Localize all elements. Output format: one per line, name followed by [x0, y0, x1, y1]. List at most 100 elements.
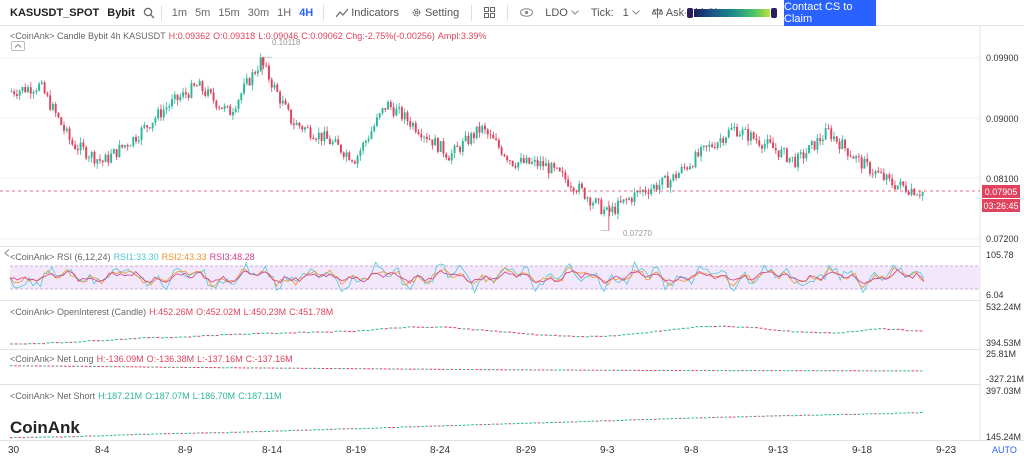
x-axis-tick-label: 8-9 — [178, 445, 193, 456]
slider-handle-left[interactable] — [686, 7, 694, 19]
net-long-bar — [450, 368, 453, 370]
net-short-bar — [217, 432, 221, 434]
candle-body — [209, 89, 212, 93]
net-short-bar — [421, 425, 424, 427]
oi-candle — [704, 326, 708, 328]
net-short-bar — [475, 424, 478, 426]
candle-body — [592, 203, 594, 206]
net-short-bar — [674, 417, 678, 419]
setting-button[interactable]: Setting — [411, 7, 459, 19]
candle-body — [35, 90, 38, 93]
candle-body — [722, 138, 725, 143]
candle-body — [24, 86, 27, 93]
timeframe-1h[interactable]: 1H — [277, 6, 292, 19]
candle-body — [556, 167, 558, 169]
candle-body — [21, 86, 24, 91]
timeframe-5m[interactable]: 5m — [195, 6, 211, 19]
layout-grid-icon[interactable] — [484, 7, 496, 18]
net-long-bar — [670, 369, 674, 371]
net-long-bar — [774, 370, 778, 372]
tick-selector[interactable]: Tick: 1 — [591, 7, 640, 19]
net-short-bar — [496, 423, 499, 425]
candle-body — [68, 128, 71, 140]
net-short-bar — [666, 418, 670, 420]
oi-candle — [275, 333, 279, 335]
symbol-selector[interactable]: KASUSDT_SPOT — [10, 6, 100, 19]
candle-body — [486, 129, 489, 135]
heatmap-color-slider[interactable] — [686, 7, 778, 19]
oi-candle — [558, 335, 562, 337]
oi-candle — [530, 333, 534, 335]
x-axis-tick-label: 8-19 — [346, 445, 367, 456]
net-long-bar — [201, 367, 204, 369]
oi-candle — [480, 329, 484, 331]
indicators-button[interactable]: Indicators — [336, 7, 399, 19]
candle-body — [774, 148, 777, 151]
exchange-label[interactable]: Bybit — [107, 6, 135, 19]
timeframe-1m[interactable]: 1m — [171, 6, 188, 19]
net-short-bar — [300, 429, 304, 431]
search-icon[interactable] — [143, 0, 155, 26]
net-long-bar — [591, 369, 595, 371]
oi-candle — [215, 335, 219, 337]
net-long-bar — [678, 370, 682, 372]
oi-candle — [745, 326, 749, 328]
net-long-bar — [616, 369, 620, 371]
candle-body — [713, 146, 716, 149]
eye-icon[interactable] — [520, 8, 534, 17]
net-short-bar — [367, 427, 370, 429]
net-long-bar — [886, 370, 890, 372]
net-long-bar — [575, 369, 578, 371]
oi-candle — [183, 336, 187, 338]
net-short-bar — [566, 421, 570, 423]
timeframe-30m[interactable]: 30m — [247, 6, 270, 19]
net-short-bar — [545, 422, 549, 424]
net-short-bar — [836, 414, 840, 416]
candle-body — [561, 171, 564, 173]
candle-body — [212, 92, 215, 101]
auto-scale-button[interactable]: AUTO — [992, 445, 1017, 455]
timeframe-15m[interactable]: 15m — [218, 6, 240, 19]
ldo-selector[interactable]: LDO — [545, 7, 579, 19]
oi-open: O:452.02M — [196, 307, 241, 317]
candle-body — [766, 139, 769, 144]
net-short-bar — [271, 430, 275, 432]
candle-body — [337, 139, 340, 145]
high-price-annotation: 0.10118 — [272, 38, 301, 47]
net-short-bar — [525, 422, 528, 424]
candle-body — [40, 82, 43, 84]
chevron-left-icon[interactable] — [4, 249, 10, 257]
net-short-bar — [267, 431, 271, 433]
net-short-bar — [537, 422, 541, 424]
candle-body — [511, 160, 514, 166]
oi-candle — [462, 328, 466, 330]
panel-divider — [0, 300, 980, 301]
oi-candle — [311, 331, 315, 333]
oi-candle — [549, 334, 553, 336]
net-long-bar — [309, 367, 312, 369]
net-long-bar — [43, 365, 46, 367]
net-long-bar — [500, 369, 503, 371]
net-short-bar — [608, 420, 611, 422]
candle-body — [921, 192, 924, 196]
net-long-bar — [55, 365, 59, 367]
timeframe-4h[interactable]: 4H — [299, 6, 314, 19]
net-long-bar — [541, 369, 545, 371]
oi-candle — [764, 328, 768, 330]
net-short-bar — [142, 433, 146, 435]
contact-cs-button[interactable]: Contact CS to Claim — [784, 0, 876, 26]
oi-candle — [439, 326, 443, 328]
legend-collapse-button[interactable] — [11, 41, 25, 51]
net-long-bar — [869, 370, 873, 372]
oi-candle — [14, 343, 18, 345]
gear-icon — [411, 7, 422, 18]
net-short-bar — [641, 419, 645, 421]
candle-body — [481, 125, 484, 133]
net-short-bar — [250, 431, 254, 433]
net-short-bar — [849, 413, 852, 415]
net-long-bar — [566, 369, 570, 371]
slider-handle-right[interactable] — [770, 7, 778, 19]
candle-body — [572, 187, 575, 192]
oi-candle — [64, 341, 68, 343]
net-long-bar — [280, 367, 283, 369]
